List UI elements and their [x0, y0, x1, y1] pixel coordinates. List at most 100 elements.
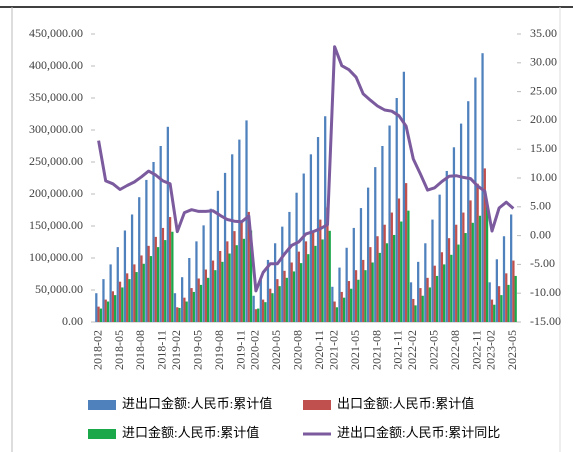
- bar: [333, 301, 336, 322]
- bar: [219, 250, 222, 322]
- bar: [352, 227, 355, 322]
- bar: [369, 247, 372, 322]
- bar: [238, 139, 241, 322]
- bar: [350, 288, 353, 322]
- bar: [312, 230, 315, 322]
- x-tick-label: 2018-05: [112, 330, 126, 370]
- legend-label: 进口金额:人民币:累计值: [122, 425, 259, 440]
- bar: [400, 221, 403, 322]
- bar: [364, 270, 367, 322]
- bar: [485, 206, 489, 322]
- bar: [161, 227, 165, 322]
- x-tick-label: 2021-08: [369, 330, 383, 370]
- bar: [281, 226, 284, 322]
- bar: [133, 264, 136, 322]
- bar: [121, 287, 124, 322]
- bar: [474, 77, 477, 323]
- x-tick-label: 2023-02: [484, 330, 498, 370]
- bar: [214, 270, 217, 322]
- bar: [321, 239, 324, 322]
- x-tick-label: 2022-05: [426, 330, 440, 370]
- bar: [376, 236, 379, 322]
- bar: [102, 279, 105, 322]
- legend-swatch: [88, 400, 116, 410]
- bar: [242, 238, 246, 322]
- bar: [462, 212, 465, 322]
- bar: [295, 192, 298, 322]
- bar: [140, 255, 143, 322]
- bar: [190, 288, 193, 322]
- bar: [402, 71, 406, 322]
- bar: [254, 309, 258, 322]
- x-tick-label: 2020-05: [269, 330, 283, 370]
- bar: [249, 230, 253, 322]
- bar: [512, 260, 515, 322]
- bar: [95, 293, 98, 322]
- bar: [128, 279, 131, 322]
- bar: [164, 240, 167, 322]
- bar: [326, 207, 329, 322]
- bar: [188, 258, 191, 322]
- line-series: [97, 45, 515, 293]
- bar: [471, 222, 474, 322]
- y-tick-label: 200,000.00: [29, 186, 83, 200]
- y2-tick-label: -5.00: [530, 256, 555, 270]
- bar: [309, 154, 313, 322]
- bar: [240, 222, 243, 322]
- bar: [493, 304, 496, 322]
- y2-tick-label: -15.00: [530, 314, 561, 328]
- bar: [331, 286, 334, 322]
- bar: [378, 252, 381, 322]
- x-tick-label: 2018-02: [90, 330, 104, 370]
- bar: [417, 261, 420, 322]
- bar: [433, 265, 436, 322]
- bar: [154, 236, 157, 322]
- bar: [381, 146, 384, 322]
- bar: [297, 251, 300, 322]
- bar: [388, 125, 391, 323]
- bar: [159, 146, 162, 322]
- bar: [152, 162, 155, 322]
- bar: [347, 281, 351, 322]
- y-tick-label: 350,000.00: [29, 90, 83, 104]
- bar: [374, 167, 377, 322]
- bar: [299, 263, 303, 322]
- bar: [507, 284, 510, 322]
- x-tick-label: 2020-08: [291, 330, 305, 370]
- bar: [99, 308, 102, 322]
- bar: [385, 243, 389, 322]
- y2-tick-label: 5.00: [530, 199, 551, 213]
- bar: [104, 299, 107, 322]
- bar: [288, 211, 291, 322]
- bar: [435, 275, 439, 322]
- bar: [469, 200, 472, 322]
- bar: [500, 295, 503, 322]
- bar: [357, 279, 360, 322]
- bar: [467, 101, 470, 322]
- legend-swatch: [88, 429, 116, 439]
- bar: [440, 252, 444, 322]
- bar: [235, 245, 238, 322]
- bar: [285, 277, 288, 322]
- bar: [245, 120, 248, 323]
- bar: [114, 295, 117, 322]
- bar: [307, 254, 310, 322]
- bar: [443, 264, 446, 322]
- bar: [135, 272, 138, 322]
- x-tick-label: 2023-05: [505, 330, 519, 370]
- bar: [97, 306, 100, 322]
- bar: [405, 183, 408, 322]
- bar: [130, 214, 134, 322]
- bar: [226, 241, 229, 322]
- bar: [216, 190, 220, 322]
- legend-swatch: [303, 400, 331, 410]
- bar: [424, 243, 427, 322]
- bar: [173, 293, 177, 322]
- bar: [447, 238, 451, 322]
- bar: [292, 271, 296, 322]
- y-tick-label: 300,000.00: [29, 122, 83, 136]
- bar: [450, 254, 453, 322]
- bar: [459, 123, 463, 322]
- bar: [362, 259, 365, 322]
